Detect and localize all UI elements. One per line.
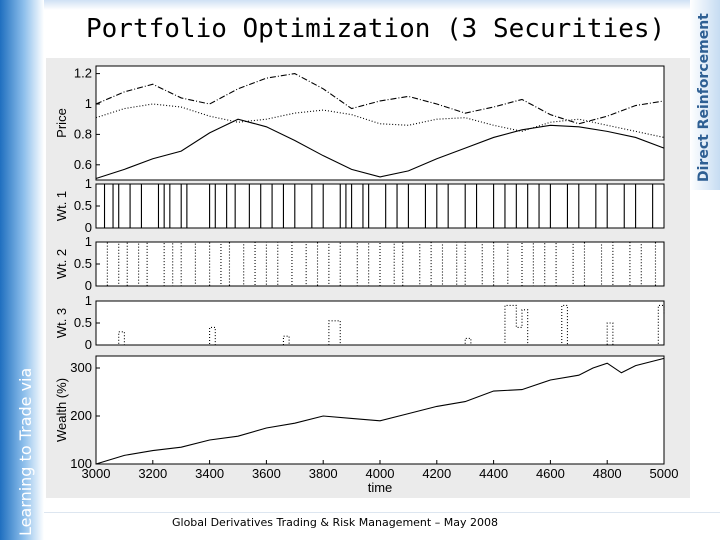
wealth-ytick-label: 100: [70, 456, 92, 471]
wt3-series-1: [96, 304, 665, 346]
wt3-ytick-label: 1: [85, 293, 92, 308]
right-decor-band: [690, 0, 720, 190]
price-ytick-label: 0.6: [74, 157, 92, 172]
wt1-series-1: [96, 183, 664, 229]
wealth-ytick-label: 300: [70, 360, 92, 375]
price-ytick-label: 1.2: [74, 66, 92, 81]
wt1-ytick-label: 1: [85, 176, 92, 191]
wt3-ylabel: Wt. 3: [54, 308, 69, 338]
wt2-ytick-label: 0: [85, 278, 92, 293]
slide-title: Portfolio Optimization (3 Securities): [86, 14, 666, 44]
price-ytick-label: 1: [85, 96, 92, 111]
x-tick-label: 4000: [366, 466, 395, 481]
x-tick-label: 3400: [195, 466, 224, 481]
wt3-ytick-label: 0.5: [74, 315, 92, 330]
wealth-series-1: [95, 357, 665, 465]
x-tick-label: 3200: [138, 466, 167, 481]
x-tick-label: 3000: [82, 466, 111, 481]
slide-footer: Global Derivatives Trading & Risk Manage…: [172, 516, 498, 529]
wealth-frame: [95, 355, 665, 465]
wt1-ytick-label: 0.5: [74, 198, 92, 213]
wt1-ytick-label: 0: [85, 220, 92, 235]
price-series-1: [95, 118, 665, 180]
chart-panel: 0.6 0.8 1 1.2 Price 0 0.5 1 Wt. 1 0 0.5 1 Wt. 2 0 0.5 1…: [46, 58, 690, 498]
price-ytick-label: 0.8: [74, 126, 92, 141]
x-tick-label: 5000: [650, 466, 679, 481]
x-axis-label: time: [368, 480, 393, 495]
wt1-frame: [95, 183, 665, 229]
wt2-ytick-label: 1: [85, 234, 92, 249]
wt2-ylabel: Wt. 2: [54, 249, 69, 279]
x-tick-label: 4200: [422, 466, 451, 481]
x-tick-label: 4800: [593, 466, 622, 481]
top-decor-band: [0, 0, 720, 10]
footer-divider: [44, 512, 720, 513]
price-frame: [95, 65, 665, 181]
left-band-text: Learning to Trade via: [16, 367, 35, 536]
left-decor-band: [0, 0, 44, 540]
right-band-text: Direct Reinforcement: [696, 13, 712, 182]
wt1-ylabel: Wt. 1: [54, 191, 69, 221]
price-ylabel: Price: [54, 108, 69, 138]
portfolio-chart: 0.6 0.8 1 1.2 Price 0 0.5 1 Wt. 1 0 0.5 1 Wt. 2 0 0.5 1…: [54, 65, 679, 495]
x-tick-label: 3800: [309, 466, 338, 481]
x-tick-label: 3600: [252, 466, 281, 481]
wt2-ytick-label: 0.5: [74, 256, 92, 271]
wealth-ytick-label: 200: [70, 408, 92, 423]
wt3-ytick-label: 0: [85, 337, 92, 352]
x-tick-label: 4600: [536, 466, 565, 481]
x-tick-label: 4400: [479, 466, 508, 481]
wealth-ylabel: Wealth (%): [54, 378, 69, 442]
wt2-series-1: [96, 241, 664, 287]
wt3-frame: [95, 300, 665, 346]
